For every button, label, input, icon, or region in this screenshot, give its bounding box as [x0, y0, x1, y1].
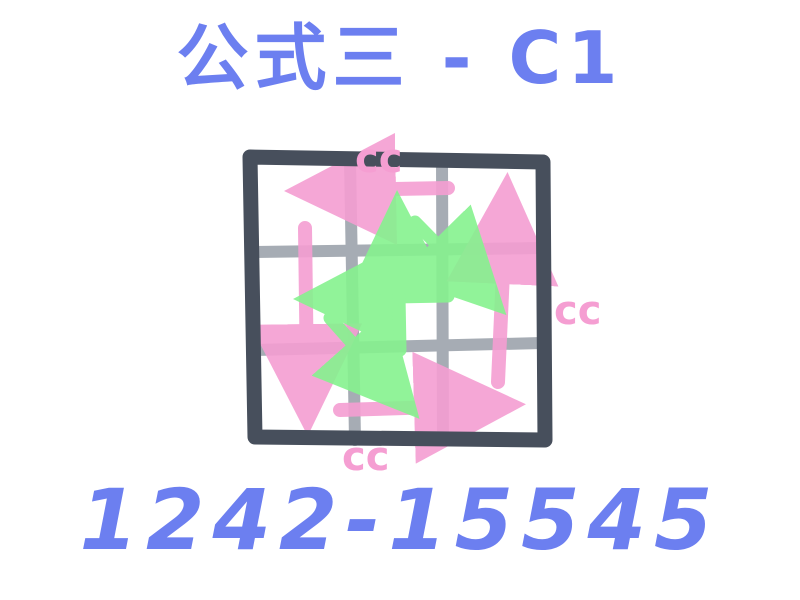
pink-arrow-left — [250, 221, 363, 436]
green-arrow-center-up — [346, 190, 451, 357]
green-arrow-bottom-left — [311, 306, 420, 419]
label-bottom: cc — [342, 434, 389, 480]
page-title: 公式三 - C1 — [176, 16, 624, 100]
pink-arrow-bottom — [333, 351, 526, 464]
green-center-cycle — [293, 190, 507, 419]
label-right: cc — [554, 288, 601, 334]
algorithm-code: 1242-15545 — [79, 471, 721, 569]
grid-outer-frame — [242, 149, 553, 448]
pink-arrow-right — [446, 172, 559, 389]
label-top: cc — [355, 136, 402, 182]
pink-arrow-top — [284, 132, 455, 245]
